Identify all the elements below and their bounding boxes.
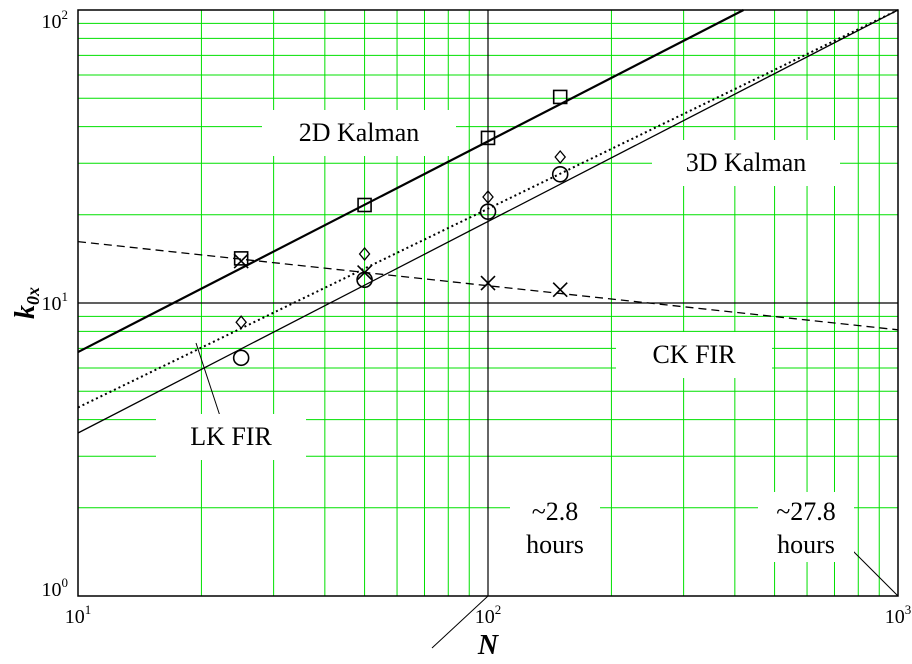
lk-fir-leader-line	[195, 342, 221, 417]
series-line-solid-thick	[77, 9, 745, 354]
data-point-x	[233, 253, 249, 269]
data-point-diamond	[358, 246, 371, 261]
annotation-lk-fir-bg	[156, 414, 306, 460]
series-line-dotted	[77, 9, 899, 409]
annotation-hours-27-8: ~27.8	[776, 497, 836, 526]
annotation-2d-kalman: 2D Kalman	[299, 118, 420, 147]
svg-text:k0x: k0x	[10, 287, 43, 319]
plot-frame	[77, 9, 899, 597]
x-tick-label: 103	[885, 602, 912, 628]
x-axis-label: N	[477, 630, 500, 661]
data-point-diamond	[482, 189, 494, 205]
annotation-hours-2-8-unit: hours	[526, 530, 584, 559]
annotations: 2D Kalman 3D Kalman CK FIR LK FIR ~2.8 h…	[156, 110, 899, 649]
y-axis-label-main: k	[10, 305, 41, 319]
annotation-hours-2-8-bg	[510, 492, 600, 562]
y-axis-label: k0x	[10, 287, 43, 319]
major-lines	[78, 10, 898, 596]
annotation-lk-fir: LK FIR	[190, 422, 272, 451]
data-point-square	[480, 130, 496, 146]
annotation-hours-2-8: ~2.8	[532, 497, 579, 526]
annotation-hours-27-8-bg	[758, 492, 854, 562]
annotation-ck-fir: CK FIR	[652, 340, 736, 369]
data-point-circle	[551, 165, 569, 183]
series-lines	[77, 9, 899, 434]
y-tick-label: 102	[42, 7, 69, 33]
x-tick-label: 102	[475, 602, 502, 628]
hours-27-8-leader-line	[845, 543, 899, 597]
data-point-x	[357, 265, 373, 281]
data-point-square	[233, 251, 249, 266]
hours-2-8-leader-line	[431, 595, 489, 649]
annotation-3d-kalman: 3D Kalman	[686, 148, 807, 177]
data-point-square	[552, 89, 568, 105]
data-point-diamond	[235, 315, 248, 330]
data-point-circle	[479, 203, 497, 220]
data-point-diamond	[554, 149, 567, 165]
y-axis-label-sub: 0x	[23, 287, 43, 305]
data-point-square	[357, 197, 372, 213]
y-tick-label: 100	[42, 575, 69, 601]
y-tick-label: 101	[42, 289, 69, 315]
annotation-2d-kalman-bg	[262, 110, 456, 156]
data-point-circle	[232, 349, 250, 367]
series-line-dashed	[77, 240, 899, 331]
series-line-solid-thin	[77, 9, 899, 434]
markers	[232, 89, 569, 367]
annotation-hours-27-8-unit: hours	[777, 530, 835, 559]
annotation-3d-kalman-bg	[652, 140, 840, 186]
data-point-x	[480, 275, 496, 291]
annotation-ck-fir-bg	[616, 332, 772, 378]
x-tick-label: 101	[65, 602, 92, 628]
data-point-x	[552, 282, 568, 298]
